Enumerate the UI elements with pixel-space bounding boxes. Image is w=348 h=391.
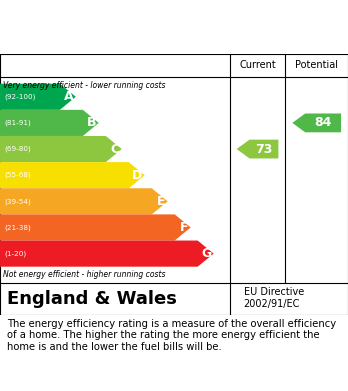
Text: 84: 84 xyxy=(315,117,332,129)
Polygon shape xyxy=(0,84,76,110)
Text: (69-80): (69-80) xyxy=(4,146,31,152)
Text: F: F xyxy=(180,221,188,234)
Text: Very energy efficient - lower running costs: Very energy efficient - lower running co… xyxy=(3,81,166,90)
Polygon shape xyxy=(237,140,278,158)
Polygon shape xyxy=(0,240,214,267)
Text: (55-68): (55-68) xyxy=(4,172,31,178)
Polygon shape xyxy=(292,113,341,132)
Polygon shape xyxy=(0,214,191,240)
Text: England & Wales: England & Wales xyxy=(7,290,177,308)
Text: Energy Efficiency Rating: Energy Efficiency Rating xyxy=(10,29,239,47)
Text: EU Directive
2002/91/EC: EU Directive 2002/91/EC xyxy=(244,287,304,309)
Text: Not energy efficient - higher running costs: Not energy efficient - higher running co… xyxy=(3,270,166,279)
Text: (1-20): (1-20) xyxy=(4,250,26,257)
Polygon shape xyxy=(0,136,122,162)
Text: D: D xyxy=(132,169,142,182)
Polygon shape xyxy=(0,110,99,136)
Text: (81-91): (81-91) xyxy=(4,120,31,126)
Polygon shape xyxy=(0,188,168,214)
Text: Potential: Potential xyxy=(295,60,338,70)
Text: A: A xyxy=(64,90,73,103)
Text: G: G xyxy=(201,247,211,260)
Polygon shape xyxy=(0,162,145,188)
Text: C: C xyxy=(110,143,119,156)
Text: The energy efficiency rating is a measure of the overall efficiency of a home. T: The energy efficiency rating is a measur… xyxy=(7,319,336,352)
Text: (21-38): (21-38) xyxy=(4,224,31,231)
Text: (92-100): (92-100) xyxy=(4,93,35,100)
Text: B: B xyxy=(87,117,96,129)
Text: Current: Current xyxy=(239,60,276,70)
Text: (39-54): (39-54) xyxy=(4,198,31,204)
Text: 73: 73 xyxy=(255,143,272,156)
Text: E: E xyxy=(157,195,165,208)
